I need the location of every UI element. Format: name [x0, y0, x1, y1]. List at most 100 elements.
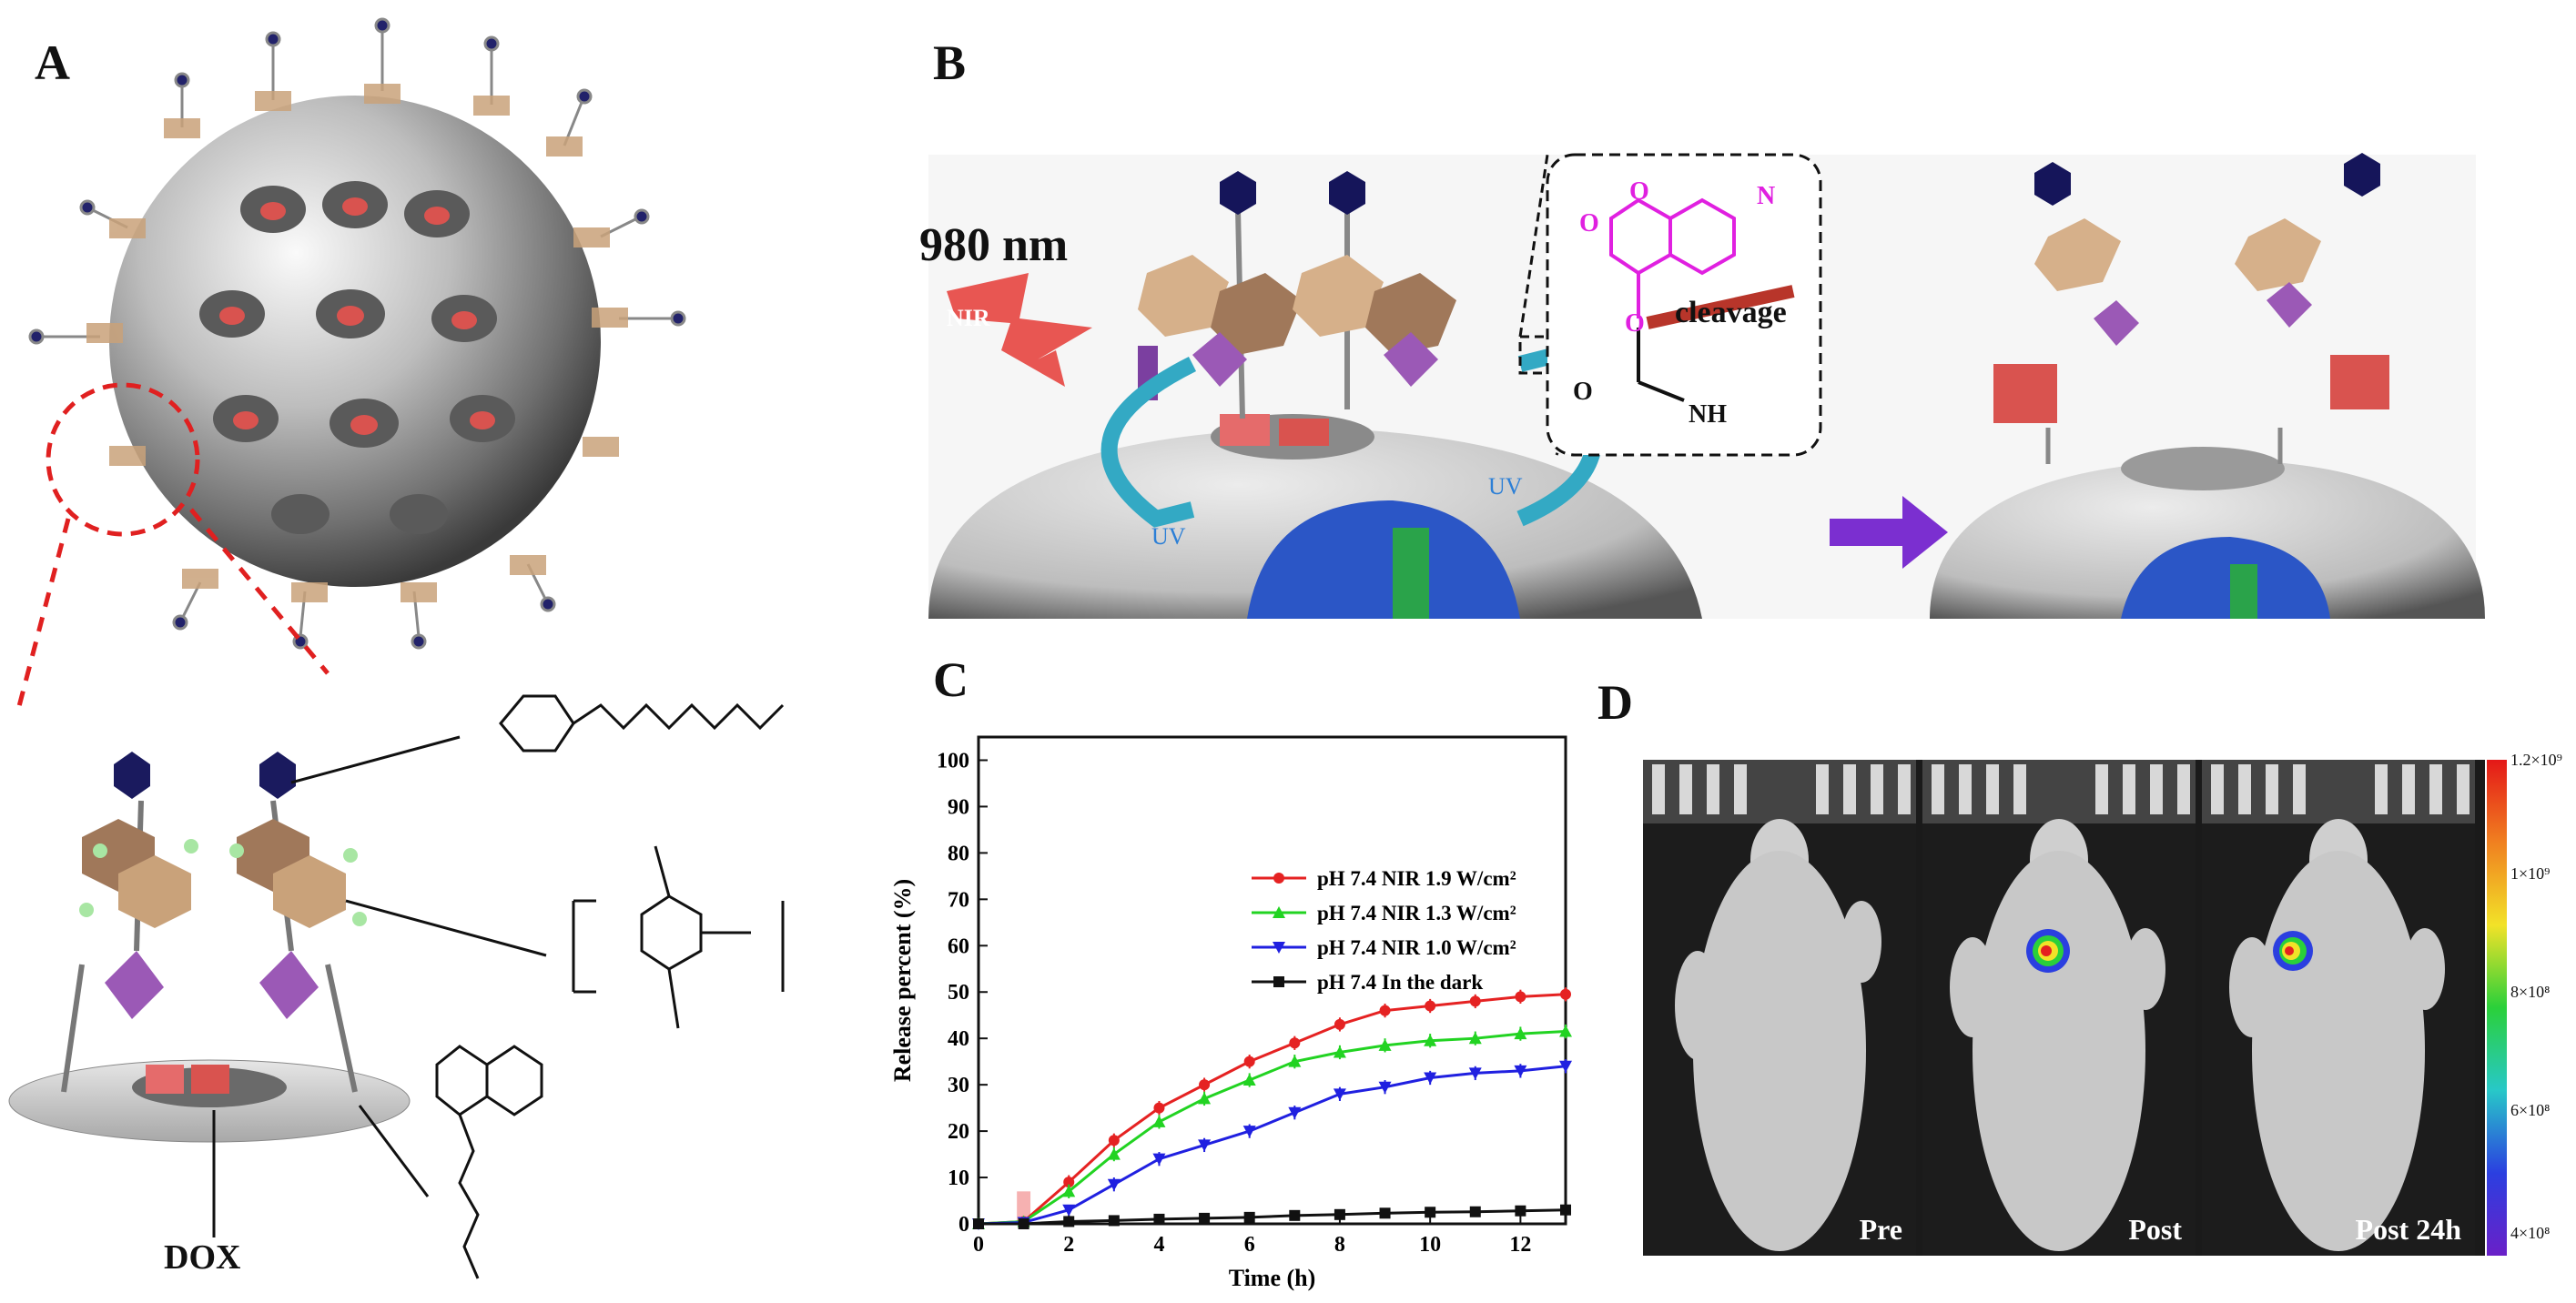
data-point [1199, 1079, 1211, 1091]
data-point [973, 1218, 984, 1229]
atom-o2: O [1629, 177, 1649, 206]
data-point [1108, 1215, 1120, 1227]
data-point [1425, 1000, 1436, 1012]
y-tick-label: 40 [948, 1027, 969, 1051]
data-point [1063, 1216, 1075, 1227]
data-point [1152, 1115, 1166, 1127]
y-tick-label: 20 [948, 1120, 969, 1144]
nir-label: NIR [947, 305, 990, 331]
zoom-line-left [15, 518, 71, 711]
y-tick-label: 30 [948, 1074, 969, 1097]
released-dox-1 [1993, 364, 2057, 423]
y-tick-label: 50 [948, 981, 969, 1005]
data-point [1063, 1177, 1075, 1188]
colorbar-tick-4: 4×10⁸ [2510, 1224, 2551, 1242]
data-point [1273, 873, 1284, 884]
colorbar-tick-2: 8×10⁸ [2510, 983, 2551, 1001]
release-arrow [1830, 496, 1948, 569]
nir-pulse-marker [1017, 1191, 1031, 1224]
data-point [1062, 1185, 1076, 1197]
data-point [1242, 1126, 1256, 1138]
legend-label: pH 7.4 NIR 1.9 W/cm² [1317, 867, 1516, 890]
atom-o4: O [1573, 378, 1593, 406]
data-point [1424, 1072, 1437, 1085]
data-point [1379, 1207, 1391, 1219]
colorbar-tick-1: 1×10⁹ [2510, 864, 2551, 883]
panel-c-letter: C [933, 652, 969, 707]
y-tick-label: 70 [948, 888, 969, 912]
data-point [1288, 1055, 1302, 1067]
colorbar-tick-0: 1.2×10⁹ [2510, 751, 2562, 769]
data-point [1560, 1204, 1571, 1216]
data-point [1378, 1081, 1392, 1094]
atom-nh: NH [1689, 400, 1727, 429]
dox-label: DOX [164, 1238, 241, 1277]
data-point [1273, 976, 1284, 987]
data-point [1199, 1212, 1211, 1224]
series-line-0 [978, 993, 1567, 1226]
data-point [1153, 1102, 1165, 1114]
data-point [1289, 1037, 1301, 1049]
data-point [1273, 906, 1285, 918]
atom-o3: O [1625, 309, 1645, 338]
series-line-2 [978, 1065, 1567, 1226]
surface-pillararenes [86, 84, 628, 602]
upconversion-core-left [1247, 500, 1520, 619]
uv-label-left: UV [1151, 523, 1186, 550]
data-point [1152, 1153, 1166, 1166]
cleavage-label: cleavage [1675, 296, 1787, 329]
release-chart: 0 2 4 6 8 10 12 0 10 20 30 40 50 60 70 80 90 100 pH 7.4 N… [889, 735, 1572, 1291]
x-tick-label: 8 [1334, 1233, 1345, 1257]
panel-a-illustration [8, 17, 686, 1237]
legend-label: pH 7.4 NIR 1.3 W/cm² [1317, 902, 1516, 924]
x-tick-label: 0 [973, 1233, 984, 1257]
panel-b-letter: B [933, 35, 967, 90]
uv-arrow-left [1100, 356, 1197, 528]
mesoporous-sphere [109, 96, 601, 587]
data-point [1108, 1135, 1120, 1146]
zoom-circle [46, 382, 200, 537]
data-point [1062, 1204, 1076, 1217]
mouse-frame-post: Post [1922, 760, 2196, 1256]
atom-n: N [1757, 182, 1776, 210]
data-point [1515, 991, 1526, 1003]
data-point [1198, 1092, 1212, 1105]
data-point [1334, 1018, 1345, 1030]
plot-frame [977, 735, 1567, 1226]
data-point [1424, 1034, 1437, 1046]
mouse-frame-pre: Pre [1643, 760, 1916, 1256]
data-point [1243, 1056, 1255, 1067]
colorbar-tick-3: 6×10⁸ [2510, 1101, 2551, 1119]
x-tick-label: 6 [1244, 1233, 1255, 1257]
x-axis-label: Time (h) [1229, 1265, 1316, 1291]
data-point [1107, 1147, 1121, 1160]
data-point [1468, 1067, 1482, 1080]
frame-label-post: Post [2128, 1213, 2182, 1246]
data-point [1378, 1038, 1392, 1051]
data-point [1273, 942, 1285, 954]
x-tick-label: 10 [1419, 1233, 1441, 1257]
panel-b-illustration [928, 153, 2485, 619]
atom-o1: O [1579, 209, 1599, 237]
y-axis-label: Release percent (%) [889, 879, 916, 1082]
data-point [1379, 1005, 1391, 1016]
data-point [1107, 1178, 1121, 1191]
data-point [1425, 1207, 1436, 1218]
data-point [1242, 1074, 1256, 1086]
y-tick-label: 60 [948, 934, 969, 958]
released-dox-2 [2330, 355, 2389, 409]
wavelength-label: 980 nm [919, 219, 1069, 271]
data-point [1198, 1139, 1212, 1152]
mouse-frame-post-24h: Post 24h [2202, 760, 2475, 1256]
legend-label: pH 7.4 NIR 1.0 W/cm² [1317, 936, 1516, 959]
data-point [1334, 1208, 1345, 1220]
cleavage-arrow [1646, 285, 1795, 329]
data-point [1333, 1045, 1346, 1058]
legend-label: pH 7.4 In the dark [1317, 971, 1483, 994]
data-point [1514, 1027, 1527, 1040]
colorbar [2487, 760, 2507, 1256]
panel-d-letter: D [1597, 675, 1633, 730]
coumarin-linker-structure [435, 1045, 543, 1279]
nir-bolt [947, 273, 1092, 387]
data-point [1514, 1065, 1527, 1077]
